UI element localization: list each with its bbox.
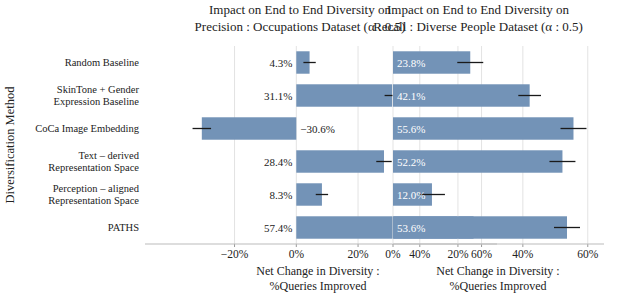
category-label-line: Perception – aligned <box>53 183 140 194</box>
bar <box>393 117 573 139</box>
error-bar <box>554 227 580 228</box>
data-label: 52.2% <box>397 156 425 168</box>
category-label-line: Representation Space <box>48 195 139 206</box>
tick-label: 40% <box>512 248 534 260</box>
y-axis-label: Diversification Method <box>3 86 17 204</box>
x-axis-label: Net Change in Diversity :%Queries Improv… <box>436 264 559 293</box>
plot-area <box>393 51 586 238</box>
data-label: 8.3% <box>269 189 292 201</box>
data-label: 55.6% <box>397 123 425 135</box>
x-axis-label: Net Change in Diversity :%Queries Improv… <box>256 264 379 293</box>
grid-line <box>419 46 420 244</box>
error-bar <box>457 62 483 63</box>
grid-line <box>358 46 359 244</box>
data-label: 31.1% <box>264 90 292 102</box>
error-bar <box>549 161 575 162</box>
grid-line <box>587 46 588 244</box>
bar <box>393 216 567 238</box>
category-label-line: SkinTone + Gender <box>57 84 140 95</box>
grid-line <box>296 46 297 244</box>
error-bar <box>376 161 391 162</box>
x-axis-label-line: %Queries Improved <box>450 279 547 293</box>
bar <box>393 150 562 172</box>
plot-area <box>193 51 483 238</box>
tick-label: 20% <box>447 248 469 260</box>
category-label-line: Random Baseline <box>65 57 140 68</box>
tick-label: 0% <box>289 248 305 260</box>
tick-label: 60% <box>577 248 599 260</box>
category-label-line: Expression Baseline <box>54 96 140 107</box>
category-label-line: Text – derived <box>79 150 140 161</box>
bar <box>393 84 530 106</box>
x-axis-label-line: Net Change in Diversity : <box>436 264 559 278</box>
error-bar <box>561 128 587 129</box>
x-axis-label-line: Net Change in Diversity : <box>256 264 379 278</box>
category-label: PATHS <box>108 222 139 233</box>
category-label: Random Baseline <box>65 57 140 68</box>
data-label: 23.8% <box>397 57 425 69</box>
category-label: Text – derivedRepresentation Space <box>48 150 139 173</box>
chart-title: Impact on End to End Diversity on <box>387 2 569 17</box>
tick-label: 60% <box>471 248 493 260</box>
category-label: Perception – alignedRepresentation Space <box>48 183 139 206</box>
x-axis-line <box>393 244 604 245</box>
bar <box>202 117 296 139</box>
category-label-line: CoCa Image Embedding <box>35 123 140 134</box>
bar <box>296 150 384 172</box>
chart-subtitle: Recall : Diverse People Dataset (α : 0.5… <box>373 19 583 34</box>
error-bar <box>316 194 328 195</box>
category-label: CoCa Image Embedding <box>35 123 140 134</box>
chart-title: Impact on End to End Diversity on <box>209 2 391 17</box>
tick-label: 20% <box>348 248 370 260</box>
category-label-line: PATHS <box>108 222 139 233</box>
data-label: −30.6% <box>300 123 335 135</box>
grid-line <box>522 46 523 244</box>
chart-canvas: −20% 0% 20% 40% 60% 4.3% 31.1% −30.6% 28.4% 8.3% 5… <box>0 0 640 296</box>
error-bar <box>303 62 315 63</box>
error-bar <box>518 95 541 96</box>
data-label: 53.6% <box>397 222 425 234</box>
data-label: 12.0% <box>397 189 425 201</box>
data-label: 42.1% <box>397 90 425 102</box>
grid-line <box>393 46 394 244</box>
grid-line <box>457 46 458 244</box>
tick-label: 40% <box>409 248 431 260</box>
category-label: SkinTone + GenderExpression Baseline <box>54 84 140 107</box>
error-bar <box>193 128 212 129</box>
data-label: 57.4% <box>264 222 292 234</box>
data-label: 4.3% <box>269 57 292 69</box>
data-label: 28.4% <box>264 156 292 168</box>
tick-label: 0% <box>385 248 401 260</box>
tick-label: −20% <box>221 248 249 260</box>
grid-line <box>234 46 235 244</box>
x-axis-label-line: %Queries Improved <box>270 279 367 293</box>
grid-line <box>481 46 482 244</box>
bar <box>296 84 392 106</box>
category-label-line: Representation Space <box>48 162 139 173</box>
